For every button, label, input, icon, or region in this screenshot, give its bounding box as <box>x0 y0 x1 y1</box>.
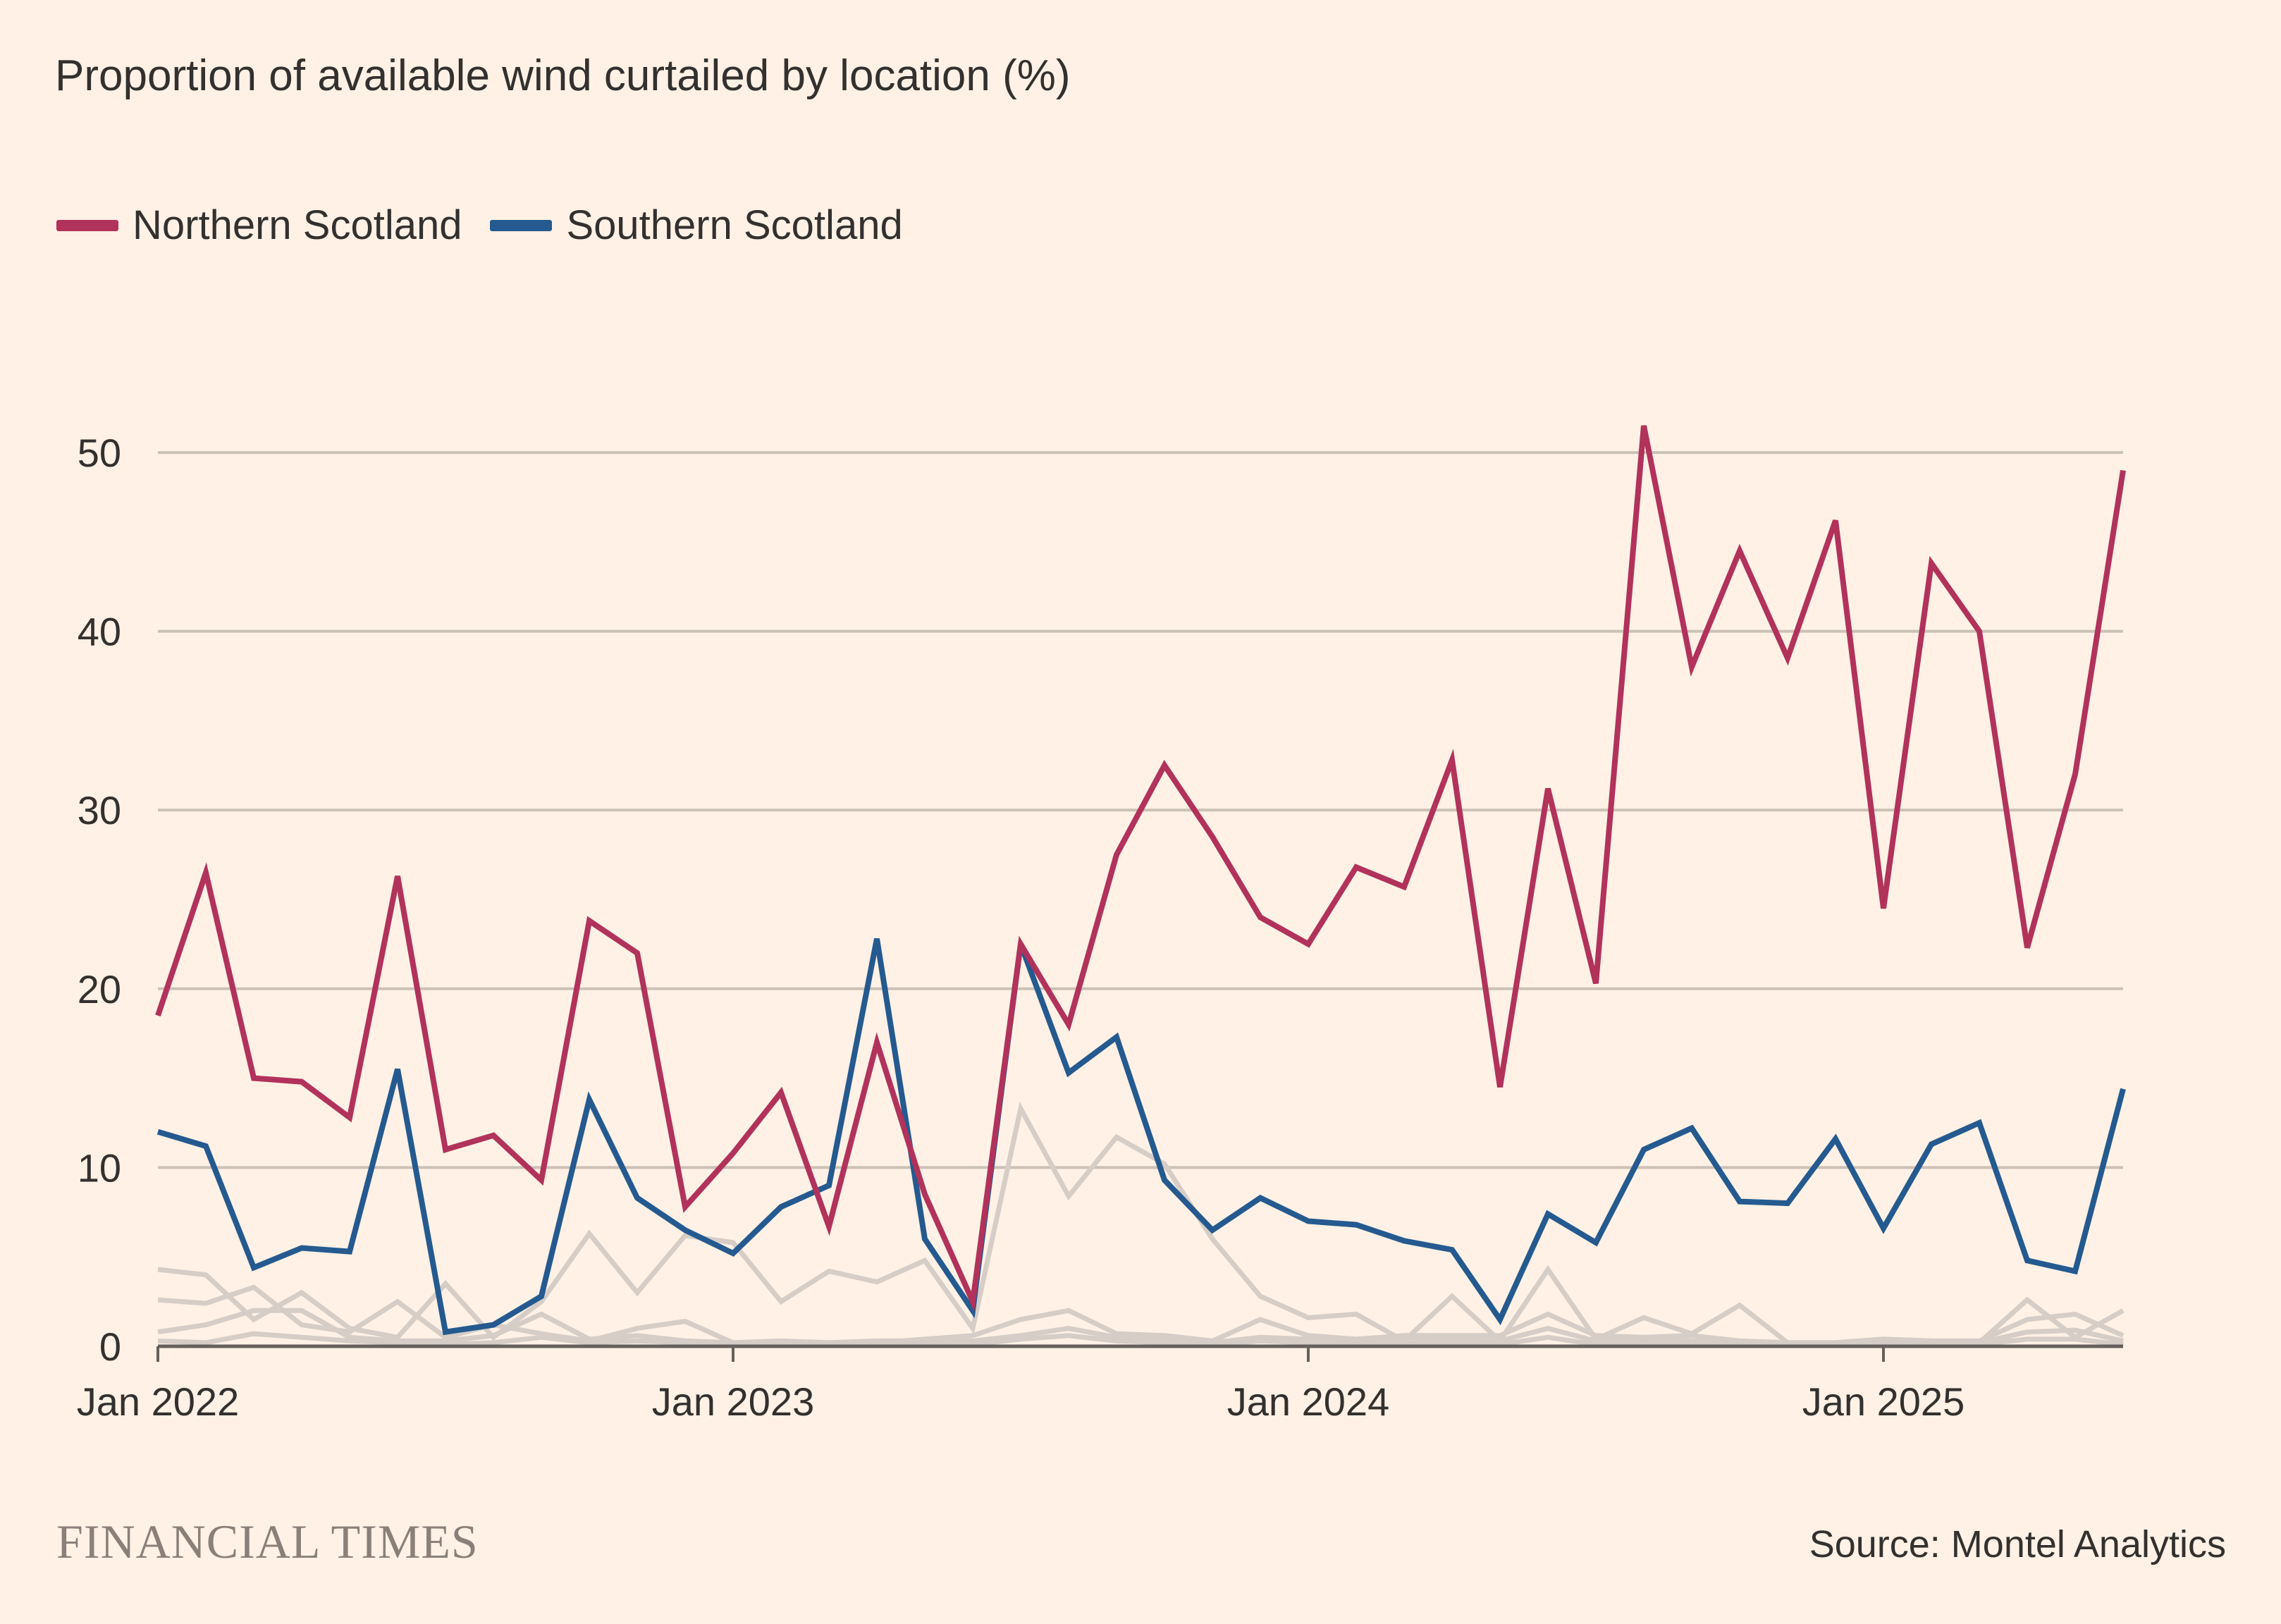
highlighted-series <box>155 425 2126 1336</box>
source-note: Source: Montel Analytics <box>1809 1523 2226 1565</box>
y-axis-ticks: 0 10 20 30 40 50 <box>78 431 121 1369</box>
legend-label-southern-scotland: Southern Scotland <box>566 202 903 248</box>
chart-title: Proportion of available wind curtailed b… <box>55 51 1071 100</box>
legend-label-northern-scotland: Northern Scotland <box>133 202 462 248</box>
series-line-other-location-1 <box>157 1101 2125 1346</box>
y-tick-label-30: 30 <box>78 788 121 832</box>
series-line-other-location-2 <box>157 1284 2125 1346</box>
series-line-southern-scotland <box>156 938 2126 1336</box>
x-axis: Jan 2022 Jan 2023 Jan 2024 Jan 2025 <box>77 1344 2123 1424</box>
y-tick-label-10: 10 <box>78 1145 121 1190</box>
legend-item-northern-scotland: Northern Scotland <box>56 202 462 249</box>
y-tick-label-50: 50 <box>78 431 121 475</box>
legend: Northern Scotland Southern Scotland <box>56 202 903 249</box>
y-tick-label-20: 20 <box>78 967 121 1011</box>
x-tick-label-jan-2025: Jan 2025 <box>1802 1379 1965 1424</box>
legend-swatch-southern-scotland <box>490 219 553 231</box>
legend-item-southern-scotland: Southern Scotland <box>490 202 903 249</box>
legend-swatch-northern-scotland <box>56 219 118 231</box>
financial-times-logo: FINANCIAL TIMES <box>56 1515 479 1568</box>
x-tick-label-jan-2024: Jan 2024 <box>1227 1379 1389 1424</box>
x-tick-label-jan-2023: Jan 2023 <box>652 1379 814 1424</box>
y-tick-label-0: 0 <box>99 1324 121 1369</box>
series-line-northern-scotland <box>155 425 2126 1312</box>
x-tick-label-jan-2022: Jan 2022 <box>77 1379 239 1424</box>
y-tick-label-40: 40 <box>78 610 121 654</box>
